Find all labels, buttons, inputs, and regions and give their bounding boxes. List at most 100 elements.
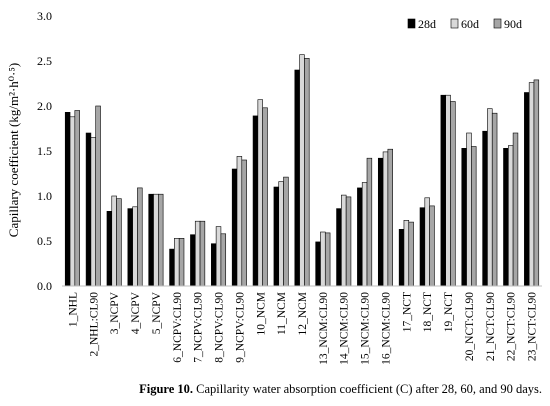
bar-28d [106,211,113,287]
legend-label: 90d [504,17,522,31]
bar-28d [64,112,71,287]
bar-28d [419,207,426,287]
bar-28d [440,94,446,287]
bar-60d [466,132,472,287]
bar-90d [387,148,393,287]
x-tick-label: 6_NCPV:CL90 [172,292,184,363]
bar-90d [116,198,122,287]
x-tick-label: 15_NCM:CL90 [360,292,372,365]
x-tick-label: 21_NCT:CL90 [485,292,497,361]
bar-60d [69,116,76,287]
bar-28d [524,92,530,287]
x-tick-label: 13_NCM:CL90 [318,292,330,365]
bar-60d [90,137,97,287]
bar-90d [178,238,185,287]
bars [64,54,540,287]
x-tick-label: 2_NHL:CL90 [88,292,100,357]
bar-28d [336,208,342,287]
x-tick-label: 19_NCT [443,292,455,332]
bar-90d [304,57,310,287]
x-tick-label: 23_NCT:CL90 [527,292,539,361]
x-tick-label: 4_NCPV [130,291,142,334]
bar-60d [278,181,284,287]
bar-60d [341,194,347,287]
bar-90d [471,146,477,287]
bar-90d [74,110,80,287]
x-tick-label: 8_NCPV:CL90 [214,292,226,363]
figure-caption-text: Capillarity water absorption coefficient… [193,382,542,396]
bar-60d [403,220,410,287]
bar-90d [158,193,164,287]
bar-28d [357,187,363,287]
bar-28d [482,130,488,287]
x-axis: 1_NHL 2_NHL:CL90 3_NCPV 4_NCPV 5_NCPV 6_NCPV:… [62,285,542,365]
bar-28d [85,132,92,287]
bar-60d [424,197,430,287]
bar-28d [294,69,300,287]
bar-90d [95,105,101,287]
bar-28d [273,186,280,287]
x-tick-label: 7_NCPV:CL90 [193,292,205,363]
bar-60d [299,54,305,287]
x-tick-label: 10_NCM [255,292,267,335]
x-tick-label: 20_NCT:CL90 [464,292,476,361]
x-tick-label: 5_NCPV [151,291,163,334]
bar-60d [361,182,368,287]
bar-90d [137,187,143,287]
bar-28d [169,248,175,287]
bar-60d [132,206,138,287]
y-tick-label: 1.0 [37,189,52,203]
x-tick-label: 11_NCM [276,292,288,335]
bar-28d [127,208,133,287]
bar-60d [236,156,243,287]
bar-90d [262,107,268,287]
bar-90d [366,157,373,287]
bar-28d [148,193,154,287]
legend-swatch-60d [450,18,459,29]
x-tick-label: 1_NHL [67,292,79,327]
y-axis: 0.0 0.5 1.0 1.5 2.0 2.5 3.0 [37,9,52,293]
bar-60d [174,238,180,287]
x-tick-label: 16_NCM:CL90 [380,292,392,365]
bar-60d [153,193,159,287]
x-tick-label: 12_NCM [297,292,309,335]
bar-60d [507,145,514,287]
bar-90d [345,196,352,287]
bar-60d [528,82,535,287]
x-tick-label: 17_NCT [401,292,413,332]
bar-60d [382,151,389,287]
bar-28d [377,157,384,287]
legend-label: 60d [461,17,479,31]
y-tick-label: 2.0 [37,99,52,113]
figure-caption: Figure 10. Capillarity water absorption … [0,382,542,397]
bar-60d [257,99,263,287]
x-tick-label: 9_NCPV:CL90 [234,292,246,363]
bar-28d [315,241,321,287]
bar-90d [533,79,540,287]
y-tick-label: 0.0 [37,279,52,293]
y-tick-label: 0.5 [37,234,52,248]
x-tick-label: 22_NCT:CL90 [506,292,518,361]
bar-90d [324,232,331,287]
x-tick-label: 3_NCPV [109,291,121,334]
x-tick-label: 14_NCM:CL90 [339,292,351,365]
bar-28d [211,243,217,287]
bar-28d [398,229,405,287]
legend-label: 28d [418,17,436,31]
bar-60d [320,231,326,287]
bar-90d [241,159,247,287]
y-tick-label: 1.5 [37,144,52,158]
bar-60d [487,108,493,287]
y-tick-label: 2.5 [37,54,52,68]
bar-90d [220,233,227,287]
bar-60d [111,195,117,287]
bar-60d [445,94,451,287]
legend: 28d 60d 90d [407,17,522,31]
bar-90d [491,112,498,287]
bar-90d [408,221,414,287]
bar-28d [231,168,238,287]
x-tick-label: 18_NCT [422,292,434,332]
y-tick-label: 3.0 [37,9,52,23]
bar-60d [215,226,222,287]
